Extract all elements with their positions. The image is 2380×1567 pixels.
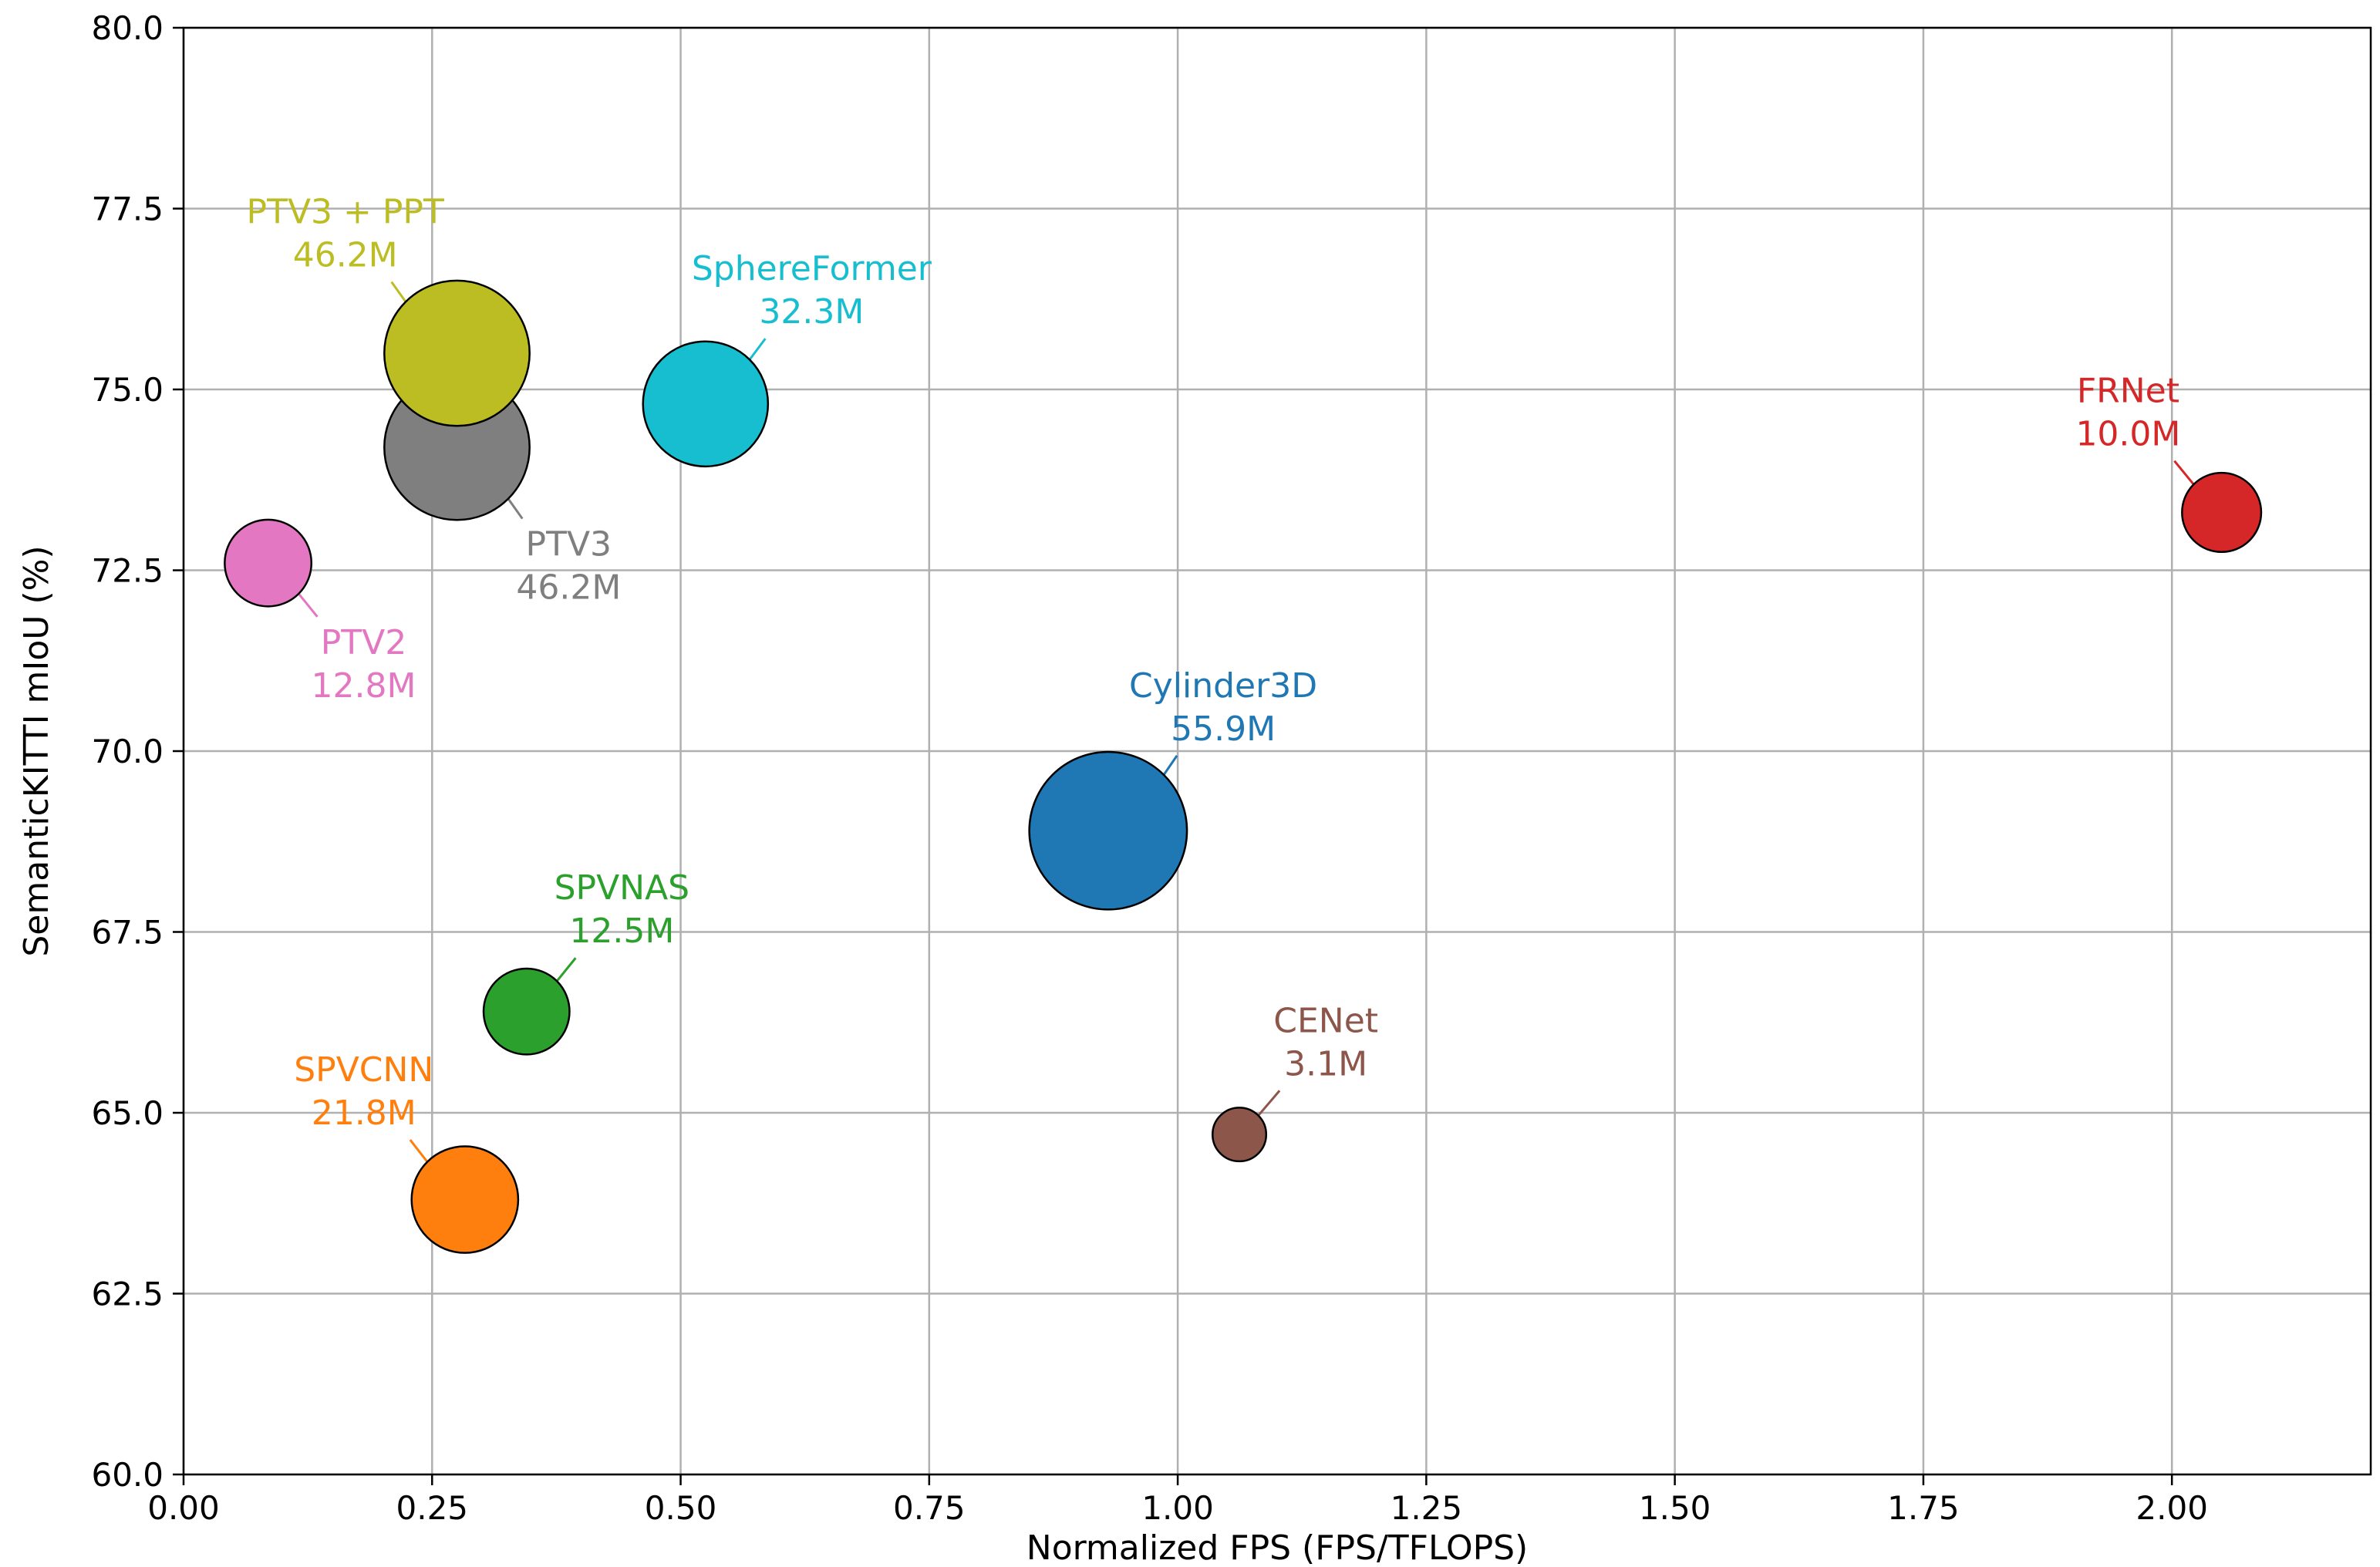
grid-layer <box>182 26 2371 1476</box>
point-params-label: 46.2M <box>516 568 621 608</box>
point-params-label: 12.8M <box>312 666 416 706</box>
bubble-spvnas <box>482 967 571 1056</box>
y-tick-label: 70.0 <box>91 733 163 770</box>
y-tick-label: 60.0 <box>91 1456 163 1494</box>
point-name-label: PTV3 <box>526 525 612 564</box>
x-tick-label: 1.25 <box>1391 1489 1463 1527</box>
point-name-label: PTV3 + PPT <box>247 193 444 232</box>
ticks: 0.00 0.25 0.50 0.75 1.00 1.25 1.50 1.75 2.00 60.0… <box>91 9 2207 1527</box>
x-axis-label: Normalized FPS (FPS/TFLOPS) <box>1027 1528 1528 1567</box>
y-tick-label: 67.5 <box>91 914 163 952</box>
point-name-label: SPVNAS <box>555 868 690 908</box>
leader-line <box>1257 1090 1281 1117</box>
y-axis-label: SemanticKITTI mIoU (%) <box>17 545 56 956</box>
bubble-frnet <box>2181 471 2263 554</box>
x-tick-label: 0.25 <box>396 1489 469 1527</box>
leader-line <box>2173 460 2195 486</box>
x-tick-label: 0.50 <box>645 1489 717 1527</box>
bubble-ptv2 <box>224 518 313 608</box>
point-params-label: 3.1M <box>1284 1044 1367 1083</box>
bubble-ptv3-ppt <box>383 279 531 427</box>
leader-line <box>507 497 524 520</box>
y-tick-label: 62.5 <box>91 1276 163 1313</box>
bubble-cylinder3d <box>1028 750 1188 911</box>
leader-line <box>1162 754 1178 777</box>
leader-line <box>409 1139 429 1164</box>
y-tick-label: 80.0 <box>91 9 163 47</box>
point-name-label: FRNet <box>2077 372 2179 411</box>
x-tick-label: 0.75 <box>893 1489 966 1527</box>
y-tick-label: 65.0 <box>91 1094 163 1132</box>
bubbles <box>224 279 2263 1254</box>
bubble-sphereformer <box>642 340 770 468</box>
point-params-label: 32.3M <box>759 292 864 332</box>
leader-line <box>390 281 407 304</box>
leader-line <box>297 592 319 618</box>
y-tick-label: 72.5 <box>91 552 163 590</box>
point-name-label: CENet <box>1273 1001 1378 1040</box>
x-tick-label: 2.00 <box>2136 1489 2208 1527</box>
point-params-label: 10.0M <box>2075 415 2180 454</box>
point-params-label: 55.9M <box>1171 709 1276 749</box>
x-tick-label: 1.00 <box>1141 1489 1214 1527</box>
point-name-label: SPVCNN <box>294 1050 433 1090</box>
point-name-label: SphereFormer <box>692 249 932 288</box>
y-tick-label: 75.0 <box>91 371 163 409</box>
leader-lines <box>297 281 2195 1164</box>
point-params-label: 21.8M <box>312 1094 416 1133</box>
x-tick-label: 1.50 <box>1639 1489 1711 1527</box>
x-tick-label: 1.75 <box>1887 1489 1960 1527</box>
point-params-label: 12.5M <box>569 912 674 951</box>
y-tick-label: 77.5 <box>91 190 163 228</box>
bubble-cenet <box>1211 1107 1268 1163</box>
point-name-label: PTV2 <box>321 623 407 662</box>
point-labels: PTV3 46.2M PTV3 + PPT 46.2M SphereFormer 32.3… <box>247 193 2181 1134</box>
x-tick-label: 0.00 <box>147 1489 220 1527</box>
leader-line <box>555 957 577 982</box>
point-name-label: Cylinder3D <box>1129 666 1317 706</box>
point-params-label: 46.2M <box>293 236 398 275</box>
leader-line <box>748 338 767 361</box>
bubble-spvcnn <box>410 1145 520 1254</box>
